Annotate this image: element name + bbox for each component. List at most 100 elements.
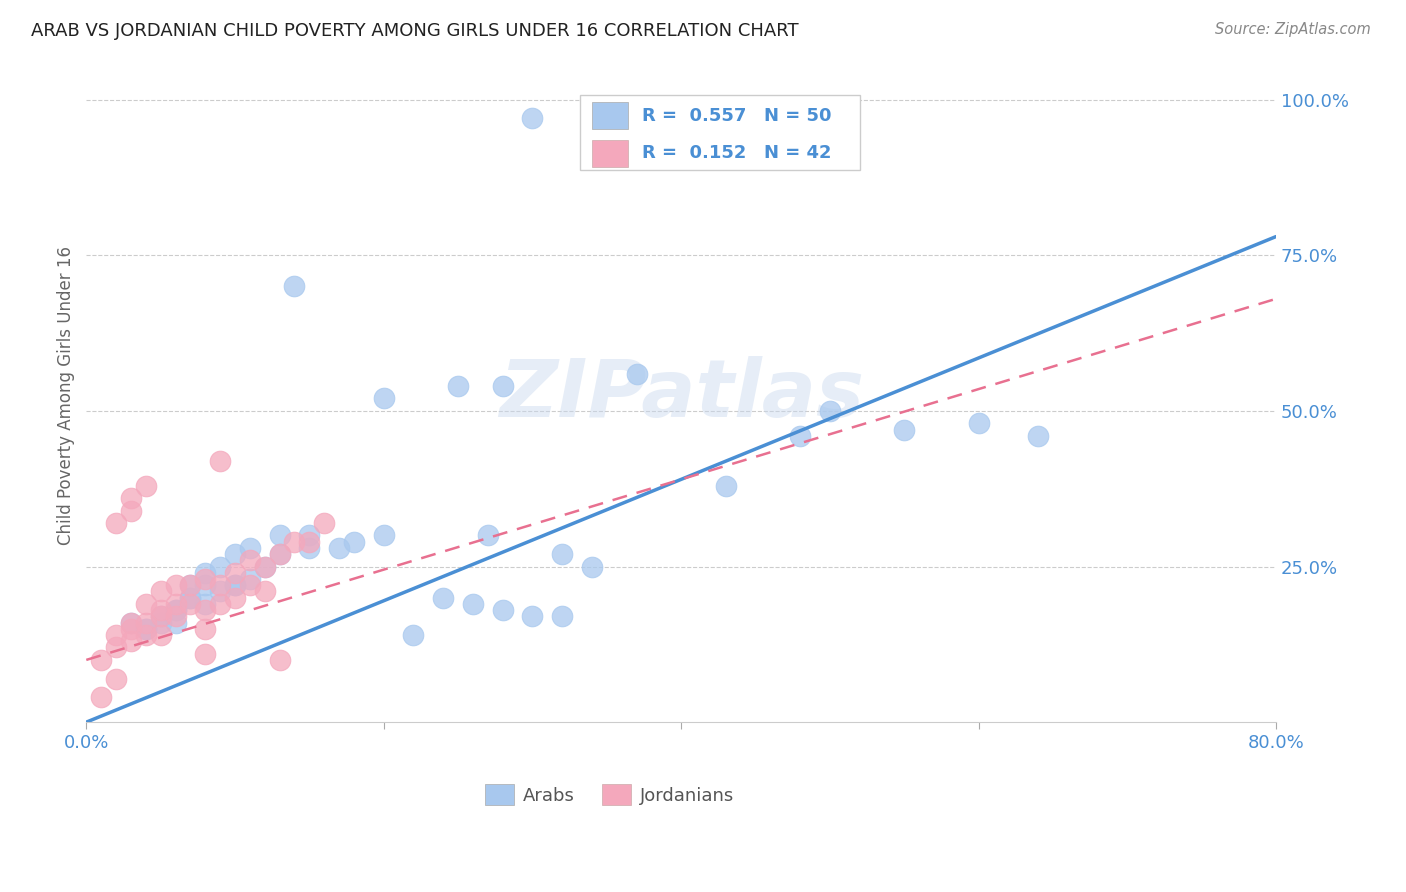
Point: [492, 379, 515, 393]
Point: [224, 578, 246, 592]
Point: [298, 534, 321, 549]
Point: [120, 491, 142, 505]
Point: [194, 622, 217, 636]
Point: [893, 423, 915, 437]
Point: [269, 653, 291, 667]
Text: R =  0.557: R = 0.557: [643, 107, 747, 125]
Point: [209, 453, 232, 467]
Point: [90, 653, 112, 667]
Point: [149, 615, 172, 630]
Point: [135, 622, 157, 636]
Point: [477, 528, 499, 542]
Point: [149, 603, 172, 617]
Point: [253, 559, 276, 574]
Point: [135, 622, 157, 636]
Point: [165, 603, 187, 617]
Point: [165, 615, 187, 630]
Point: [179, 591, 201, 605]
Point: [581, 559, 603, 574]
Point: [120, 615, 142, 630]
Point: [967, 417, 990, 431]
Point: [149, 609, 172, 624]
Point: [298, 528, 321, 542]
Point: [165, 603, 187, 617]
Point: [551, 547, 574, 561]
Point: [105, 516, 128, 530]
Point: [253, 584, 276, 599]
Point: [179, 578, 201, 592]
Point: [179, 578, 201, 592]
Point: [209, 597, 232, 611]
Point: [149, 584, 172, 599]
Point: [269, 547, 291, 561]
Point: [373, 528, 395, 542]
Point: [551, 609, 574, 624]
Point: [269, 528, 291, 542]
Point: [105, 672, 128, 686]
Point: [209, 559, 232, 574]
Point: [149, 609, 172, 624]
Point: [626, 367, 648, 381]
Point: [194, 578, 217, 592]
Point: [194, 572, 217, 586]
Point: [283, 279, 305, 293]
Point: [402, 628, 425, 642]
Point: [179, 597, 201, 611]
Point: [343, 534, 366, 549]
Point: [90, 690, 112, 705]
Point: [239, 553, 262, 567]
Point: [224, 566, 246, 580]
Text: Source: ZipAtlas.com: Source: ZipAtlas.com: [1215, 22, 1371, 37]
Point: [120, 622, 142, 636]
Point: [1026, 429, 1049, 443]
Point: [328, 541, 350, 555]
Point: [818, 404, 841, 418]
Text: ZIPatlas: ZIPatlas: [499, 356, 863, 434]
Point: [194, 597, 217, 611]
FancyBboxPatch shape: [581, 95, 859, 169]
Point: [283, 534, 305, 549]
Point: [373, 392, 395, 406]
Point: [105, 628, 128, 642]
Point: [224, 547, 246, 561]
Point: [522, 112, 544, 126]
Point: [224, 578, 246, 592]
Legend: Arabs, Jordanians: Arabs, Jordanians: [478, 777, 741, 813]
Point: [135, 597, 157, 611]
Point: [120, 634, 142, 648]
Point: [239, 578, 262, 592]
Point: [165, 597, 187, 611]
Point: [522, 609, 544, 624]
Point: [165, 578, 187, 592]
FancyBboxPatch shape: [592, 139, 627, 167]
Point: [149, 628, 172, 642]
Point: [239, 572, 262, 586]
Point: [239, 541, 262, 555]
Point: [194, 566, 217, 580]
Point: [447, 379, 470, 393]
Text: R =  0.152: R = 0.152: [643, 145, 747, 162]
Text: N = 42: N = 42: [765, 145, 832, 162]
FancyBboxPatch shape: [592, 102, 627, 129]
Point: [224, 591, 246, 605]
Text: N = 50: N = 50: [765, 107, 832, 125]
Point: [269, 547, 291, 561]
Point: [492, 603, 515, 617]
Point: [105, 640, 128, 655]
Point: [135, 615, 157, 630]
Point: [120, 615, 142, 630]
Point: [314, 516, 336, 530]
Point: [135, 628, 157, 642]
Point: [165, 609, 187, 624]
Point: [135, 478, 157, 492]
Point: [789, 429, 811, 443]
Point: [209, 578, 232, 592]
Point: [209, 584, 232, 599]
Point: [432, 591, 454, 605]
Point: [714, 478, 737, 492]
Point: [253, 559, 276, 574]
Point: [194, 603, 217, 617]
Point: [298, 541, 321, 555]
Y-axis label: Child Poverty Among Girls Under 16: Child Poverty Among Girls Under 16: [58, 246, 75, 545]
Text: ARAB VS JORDANIAN CHILD POVERTY AMONG GIRLS UNDER 16 CORRELATION CHART: ARAB VS JORDANIAN CHILD POVERTY AMONG GI…: [31, 22, 799, 40]
